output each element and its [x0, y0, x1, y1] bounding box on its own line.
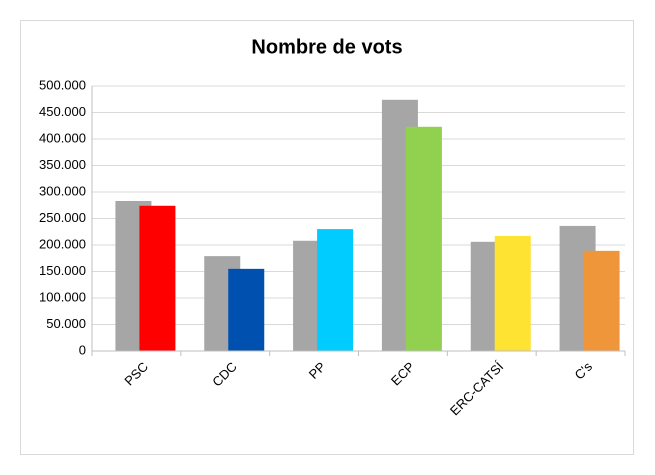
y-tick-label: 150.000: [39, 263, 86, 278]
bar: [583, 250, 620, 351]
y-tick-label: 100.000: [39, 289, 86, 304]
y-tick-label: 450.000: [39, 104, 86, 119]
bar: [139, 205, 176, 351]
y-tick-label: 350.000: [39, 157, 86, 172]
y-tick-label: 500.000: [39, 77, 86, 92]
bar: [317, 229, 354, 351]
y-tick-label: 0: [79, 342, 86, 357]
y-tick-label: 200.000: [39, 236, 86, 251]
bar: [405, 126, 442, 351]
y-tick-label: 50.000: [46, 316, 86, 331]
bar: [494, 235, 531, 351]
y-tick-label: 400.000: [39, 130, 86, 145]
bar: [228, 268, 265, 351]
y-tick-label: 250.000: [39, 210, 86, 225]
y-tick-label: 300.000: [39, 183, 86, 198]
chart-title: Nombre de vots: [251, 36, 402, 58]
